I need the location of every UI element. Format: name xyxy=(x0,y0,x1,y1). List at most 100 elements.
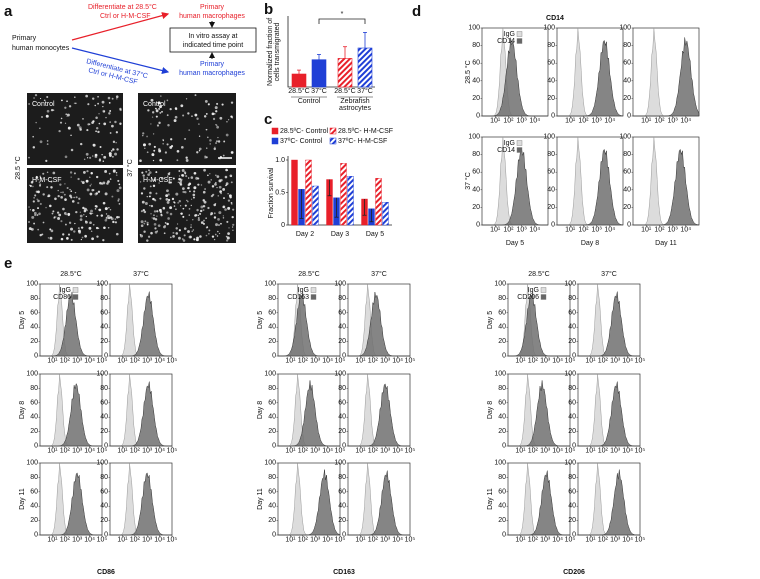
x-tick-label: 10³ xyxy=(72,537,83,544)
cell xyxy=(149,185,152,188)
cell xyxy=(153,178,156,182)
y-tick-label: 100 xyxy=(26,371,38,378)
cell xyxy=(119,122,122,125)
x-tick-label: 28.5°C xyxy=(288,87,309,95)
cell xyxy=(204,155,207,158)
x-tick-label: 10⁴ xyxy=(622,358,633,365)
cell xyxy=(195,214,198,217)
cell xyxy=(197,183,200,186)
cell xyxy=(104,218,108,222)
cell xyxy=(70,176,72,178)
cell xyxy=(150,213,152,215)
cell xyxy=(79,211,81,213)
cell xyxy=(92,223,95,226)
cell xyxy=(66,237,69,240)
cell xyxy=(225,235,228,238)
cell xyxy=(183,227,187,230)
y-tick-label: 60 xyxy=(568,399,576,406)
legend-label: IgG xyxy=(298,287,309,294)
cell xyxy=(74,191,77,194)
cell xyxy=(58,213,62,217)
cell xyxy=(198,150,201,152)
cell xyxy=(115,131,118,134)
cell xyxy=(168,181,171,184)
cell xyxy=(167,175,169,177)
x-tick-label: 10¹ xyxy=(355,358,366,365)
cell xyxy=(171,197,175,201)
legend-label: 28.5ºC- H-M-CSF xyxy=(338,128,393,135)
result-label: human macrophages xyxy=(179,70,245,77)
x-tick-label: 10² xyxy=(298,358,309,365)
cell xyxy=(65,223,67,226)
cell xyxy=(39,175,41,177)
cell xyxy=(39,140,43,144)
y-tick-label: 60 xyxy=(100,309,108,316)
cell xyxy=(217,195,219,197)
cell xyxy=(85,179,89,183)
cell xyxy=(209,143,211,145)
y-tick-label: 20 xyxy=(547,95,555,102)
result-label: human macrophages xyxy=(179,13,245,20)
column-label: Day 8 xyxy=(581,240,599,247)
x-tick-label: 10³ xyxy=(517,227,528,234)
cell xyxy=(49,228,52,231)
cell xyxy=(140,224,144,227)
cell xyxy=(68,105,72,108)
x-tick-label: 10⁵ xyxy=(97,537,108,544)
y-tick-label: 80 xyxy=(472,151,480,158)
cell xyxy=(75,102,77,105)
cell xyxy=(28,206,30,208)
y-tick-label: 0 xyxy=(104,353,108,360)
bar xyxy=(311,59,327,88)
cell xyxy=(64,122,67,124)
y-tick-label: 100 xyxy=(494,460,506,467)
assay-label: In vitro assay at xyxy=(188,33,237,40)
y-tick-label: 80 xyxy=(568,295,576,302)
cell xyxy=(119,107,122,111)
cell xyxy=(57,195,60,198)
y-tick-label: 40 xyxy=(268,414,276,421)
x-tick-label: 10⁵ xyxy=(167,537,178,544)
cell xyxy=(167,198,171,202)
y-tick-label: 80 xyxy=(100,295,108,302)
y-tick-label: 0 xyxy=(272,532,276,539)
cell xyxy=(193,171,197,175)
cell xyxy=(112,170,116,173)
cell xyxy=(232,223,235,226)
x-tick-label: 10¹ xyxy=(47,537,58,544)
column-label: 37°C xyxy=(371,270,387,278)
cell xyxy=(158,107,161,110)
y-tick-label: 40 xyxy=(623,77,631,84)
cell xyxy=(150,204,154,208)
cell xyxy=(165,194,169,198)
cell xyxy=(116,98,118,100)
cell xyxy=(77,227,80,230)
cell xyxy=(79,218,83,222)
y-tick-label: 100 xyxy=(264,460,276,467)
image-label: H-M-CSF xyxy=(32,177,62,184)
cell xyxy=(223,140,226,143)
cell xyxy=(191,230,194,233)
cell xyxy=(209,139,212,142)
cell xyxy=(152,133,155,135)
x-tick-label: Day 3 xyxy=(331,231,349,238)
cell xyxy=(194,94,197,97)
cell xyxy=(152,184,156,188)
x-tick-label: 10⁵ xyxy=(405,448,416,455)
cell xyxy=(180,104,184,108)
legend-label: IgG xyxy=(504,31,515,38)
column-label: Day 5 xyxy=(506,240,524,247)
cell xyxy=(66,115,68,117)
cell xyxy=(222,154,225,157)
cell xyxy=(79,214,83,218)
cell xyxy=(142,208,145,212)
cell xyxy=(63,193,66,196)
cell xyxy=(164,151,168,154)
bar xyxy=(357,47,373,88)
y-tick-label: 80 xyxy=(30,385,38,392)
cell xyxy=(211,185,215,188)
cell xyxy=(32,208,35,212)
marker-histogram xyxy=(40,472,102,536)
cell xyxy=(77,177,80,181)
y-tick-label: 80 xyxy=(100,385,108,392)
